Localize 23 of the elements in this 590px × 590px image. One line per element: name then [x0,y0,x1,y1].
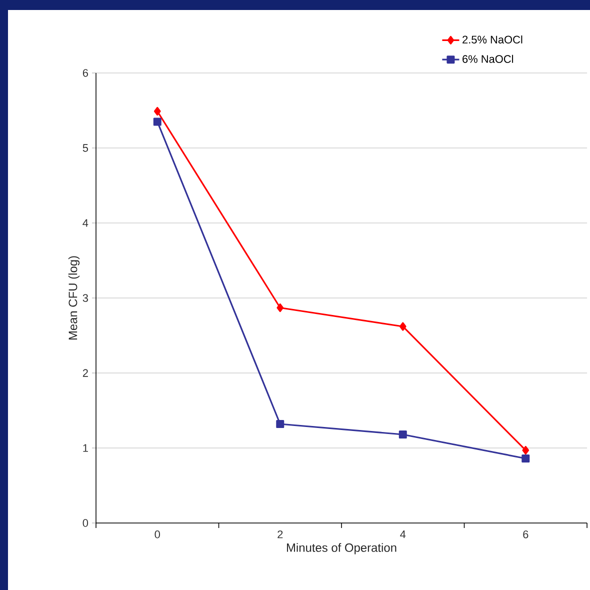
y-tick-label: 5 [82,144,88,152]
point [153,118,162,126]
point [398,430,407,438]
legend-label: 2.5% NaOCl [462,35,522,44]
x-axis-title: Minutes of Operation [287,543,396,554]
y-tick-label: 6 [82,69,88,77]
y-tick-label: 2 [82,369,88,377]
y-axis-title: Mean CFU (log) [68,256,80,340]
point [522,454,530,462]
point [522,446,530,455]
y-tick-label: 4 [82,219,88,227]
point [276,420,284,428]
point [154,106,161,116]
x-tick-label: 6 [523,530,528,538]
y-tick-label: 0 [82,519,88,527]
x-tick-label: 0 [154,530,160,538]
point [276,303,284,312]
y-tick-label: 1 [83,444,88,452]
legend-label: 6% NaOCl [462,54,514,63]
y-tick-label: 3 [82,294,88,302]
x-tick-label: 2 [278,530,283,538]
x-tick-label: 4 [400,530,406,538]
point [399,322,406,331]
